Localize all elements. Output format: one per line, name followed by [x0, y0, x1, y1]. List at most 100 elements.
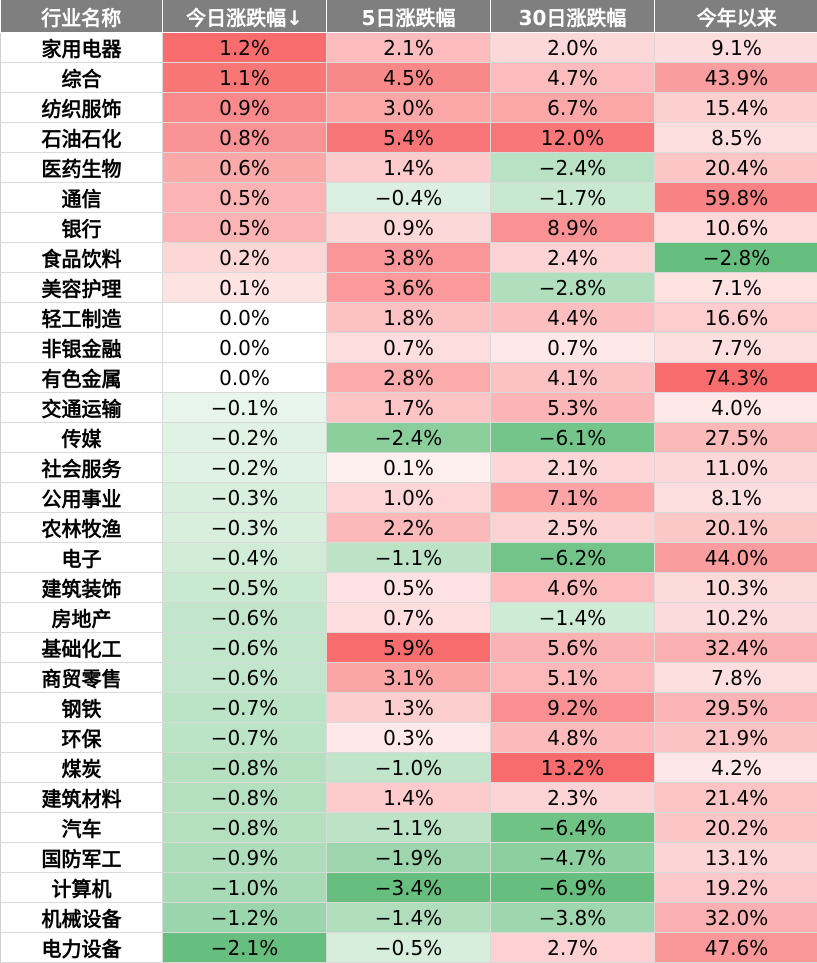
cell-30day-change: −6.2% [491, 543, 655, 573]
cell-ytd-change: 20.4% [655, 153, 817, 183]
cell-today-change: 0.0% [163, 363, 327, 393]
table-row: 农林牧渔−0.3%2.2%2.5%20.1% [1, 513, 817, 543]
cell-industry-name: 电力设备 [1, 933, 163, 963]
cell-5day-change: 0.9% [327, 213, 491, 243]
cell-5day-change: 0.1% [327, 453, 491, 483]
cell-industry-name: 煤炭 [1, 753, 163, 783]
cell-ytd-change: 15.4% [655, 93, 817, 123]
cell-industry-name: 轻工制造 [1, 303, 163, 333]
cell-30day-change: 2.0% [491, 33, 655, 63]
table-header: 行业名称 今日涨跌幅↓ 5日涨跌幅 30日涨跌幅 今年以来 [1, 0, 817, 33]
cell-30day-change: 2.4% [491, 243, 655, 273]
cell-ytd-change: 8.5% [655, 123, 817, 153]
cell-30day-change: 6.7% [491, 93, 655, 123]
cell-today-change: −0.7% [163, 693, 327, 723]
table-row: 计算机−1.0%−3.4%−6.9%19.2% [1, 873, 817, 903]
cell-industry-name: 基础化工 [1, 633, 163, 663]
cell-30day-change: −6.1% [491, 423, 655, 453]
cell-ytd-change: 32.4% [655, 633, 817, 663]
cell-30day-change: 9.2% [491, 693, 655, 723]
cell-5day-change: −2.4% [327, 423, 491, 453]
cell-5day-change: 5.4% [327, 123, 491, 153]
cell-today-change: −0.7% [163, 723, 327, 753]
table-row: 国防军工−0.9%−1.9%−4.7%13.1% [1, 843, 817, 873]
header-30day-change: 30日涨跌幅 [491, 0, 655, 33]
table-row: 商贸零售−0.6%3.1%5.1%7.8% [1, 663, 817, 693]
cell-today-change: −0.8% [163, 783, 327, 813]
cell-30day-change: 5.3% [491, 393, 655, 423]
cell-5day-change: 0.7% [327, 333, 491, 363]
cell-industry-name: 公用事业 [1, 483, 163, 513]
header-row: 行业名称 今日涨跌幅↓ 5日涨跌幅 30日涨跌幅 今年以来 [1, 0, 817, 33]
table-row: 煤炭−0.8%−1.0%13.2%4.2% [1, 753, 817, 783]
cell-ytd-change: −2.8% [655, 243, 817, 273]
table-row: 电力设备−2.1%−0.5%2.7%47.6% [1, 933, 817, 963]
cell-ytd-change: 44.0% [655, 543, 817, 573]
cell-industry-name: 家用电器 [1, 33, 163, 63]
cell-5day-change: 1.7% [327, 393, 491, 423]
cell-ytd-change: 19.2% [655, 873, 817, 903]
cell-30day-change: 2.1% [491, 453, 655, 483]
cell-5day-change: 1.0% [327, 483, 491, 513]
cell-5day-change: 2.2% [327, 513, 491, 543]
cell-industry-name: 商贸零售 [1, 663, 163, 693]
cell-5day-change: 3.1% [327, 663, 491, 693]
cell-5day-change: 0.3% [327, 723, 491, 753]
cell-30day-change: 2.7% [491, 933, 655, 963]
cell-30day-change: 0.7% [491, 333, 655, 363]
cell-5day-change: 1.3% [327, 693, 491, 723]
cell-industry-name: 社会服务 [1, 453, 163, 483]
cell-5day-change: −1.0% [327, 753, 491, 783]
cell-industry-name: 非银金融 [1, 333, 163, 363]
cell-today-change: 0.5% [163, 183, 327, 213]
table-row: 公用事业−0.3%1.0%7.1%8.1% [1, 483, 817, 513]
cell-today-change: −0.1% [163, 393, 327, 423]
cell-5day-change: 0.5% [327, 573, 491, 603]
cell-industry-name: 传媒 [1, 423, 163, 453]
cell-ytd-change: 16.6% [655, 303, 817, 333]
cell-5day-change: −1.1% [327, 543, 491, 573]
cell-5day-change: −0.4% [327, 183, 491, 213]
cell-industry-name: 机械设备 [1, 903, 163, 933]
cell-today-change: 0.6% [163, 153, 327, 183]
table-row: 钢铁−0.7%1.3%9.2%29.5% [1, 693, 817, 723]
cell-ytd-change: 7.7% [655, 333, 817, 363]
table-row: 汽车−0.8%−1.1%−6.4%20.2% [1, 813, 817, 843]
cell-today-change: 0.2% [163, 243, 327, 273]
cell-5day-change: 1.4% [327, 783, 491, 813]
cell-5day-change: −1.4% [327, 903, 491, 933]
table-row: 建筑装饰−0.5%0.5%4.6%10.3% [1, 573, 817, 603]
cell-today-change: −0.2% [163, 453, 327, 483]
cell-industry-name: 国防军工 [1, 843, 163, 873]
cell-today-change: −1.2% [163, 903, 327, 933]
cell-ytd-change: 4.0% [655, 393, 817, 423]
table-row: 电子−0.4%−1.1%−6.2%44.0% [1, 543, 817, 573]
cell-30day-change: 13.2% [491, 753, 655, 783]
cell-today-change: −1.0% [163, 873, 327, 903]
cell-ytd-change: 20.2% [655, 813, 817, 843]
table-row: 社会服务−0.2%0.1%2.1%11.0% [1, 453, 817, 483]
cell-5day-change: 1.8% [327, 303, 491, 333]
cell-today-change: 1.1% [163, 63, 327, 93]
cell-industry-name: 食品饮料 [1, 243, 163, 273]
cell-5day-change: 1.4% [327, 153, 491, 183]
cell-30day-change: 4.4% [491, 303, 655, 333]
cell-today-change: −0.3% [163, 513, 327, 543]
cell-5day-change: 5.9% [327, 633, 491, 663]
cell-5day-change: 0.7% [327, 603, 491, 633]
cell-today-change: 0.9% [163, 93, 327, 123]
cell-5day-change: 2.1% [327, 33, 491, 63]
cell-30day-change: −2.4% [491, 153, 655, 183]
cell-ytd-change: 21.9% [655, 723, 817, 753]
cell-industry-name: 钢铁 [1, 693, 163, 723]
cell-today-change: −0.2% [163, 423, 327, 453]
header-industry-name: 行业名称 [1, 0, 163, 33]
cell-30day-change: 2.3% [491, 783, 655, 813]
cell-today-change: −0.8% [163, 753, 327, 783]
cell-today-change: 0.0% [163, 333, 327, 363]
cell-industry-name: 汽车 [1, 813, 163, 843]
cell-30day-change: −1.4% [491, 603, 655, 633]
